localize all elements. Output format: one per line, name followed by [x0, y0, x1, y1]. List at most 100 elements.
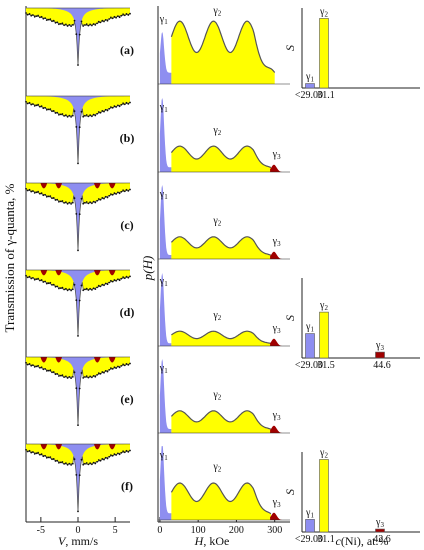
phase-x-tick-label: 31.5 — [317, 360, 335, 371]
mossbauer-red-subspectrum — [55, 270, 63, 276]
mossbauer-data-point — [89, 201, 91, 204]
mossbauer-data-point — [71, 114, 74, 117]
distribution-gamma2-area — [171, 331, 271, 346]
mossbauer-data-point — [26, 13, 29, 16]
phase-x-tick-label: 31.1 — [317, 534, 335, 545]
mossbauer-data-point — [97, 372, 100, 375]
mossbauer-data-point — [51, 197, 53, 200]
mossbauer-data-point — [39, 192, 41, 195]
distribution-gamma1-label: γ1 — [159, 14, 168, 26]
mossbauer-data-point — [49, 18, 52, 21]
mossbauer-data-point — [56, 198, 59, 201]
mossbauer-data-point — [47, 195, 50, 198]
mossbauer-data-point — [78, 126, 81, 129]
mossbauer-data-point — [96, 22, 98, 25]
mossbauer-data-point — [129, 101, 131, 104]
mossbauer-data-point — [71, 376, 74, 378]
mossbauer-blue-subspectrum — [26, 444, 130, 513]
mossbauer-x-tick-label: -5 — [37, 525, 45, 536]
mossbauer-data-point — [125, 188, 128, 191]
mossbauer-data-point — [70, 377, 72, 379]
mossbauer-data-point — [96, 199, 98, 202]
mossbauer-data-point — [61, 113, 64, 115]
mossbauer-data-point — [65, 23, 67, 26]
mossbauer-data-point — [104, 456, 107, 459]
phase-y-axis-label: S — [283, 315, 297, 321]
phase-bar — [319, 18, 329, 89]
phase-bar-label: γ2 — [319, 300, 328, 312]
mossbauer-data-point — [68, 114, 71, 117]
phase-bar — [305, 333, 315, 359]
mossbauer-data-point — [110, 454, 112, 456]
distribution-x-tick-label: 0 — [157, 525, 162, 536]
distribution-gamma3-label: γ3 — [272, 497, 281, 509]
mossbauer-data-point — [108, 369, 111, 371]
mossbauer-blue-subspectrum — [26, 8, 130, 66]
distribution-x-axis-title: H, kOe — [194, 534, 230, 548]
phase-fraction-column: Sγ1 <29.00 γ2 31.1 Sγ1 <29.00 γ2 31.5 γ3 44.6 Sγ1 <… — [283, 6, 420, 545]
mossbauer-data-point — [28, 275, 31, 278]
distribution-gamma1-area — [159, 32, 172, 84]
mossbauer-data-point — [49, 456, 52, 458]
mossbauer-data-point — [58, 375, 60, 377]
mossbauer-data-point — [87, 115, 90, 118]
mossbauer-data-point — [25, 274, 27, 277]
mossbauer-data-point — [91, 115, 93, 118]
mossbauer-data-point — [85, 23, 88, 26]
mossbauer-data-point — [127, 276, 130, 279]
mossbauer-data-point — [35, 278, 38, 280]
mossbauer-data-point — [92, 375, 95, 377]
mossbauer-data-point — [37, 451, 39, 454]
mossbauer-data-point — [68, 201, 71, 204]
mossbauer-data-point — [32, 364, 34, 366]
mossbauer-data-point — [26, 276, 29, 279]
mossbauer-data-point — [96, 460, 98, 463]
mossbauer-data-point — [63, 24, 65, 27]
mossbauer-data-point — [87, 376, 90, 379]
distribution-gamma2-area — [171, 483, 271, 520]
mossbauer-data-point — [104, 108, 107, 111]
mossbauer-data-point — [122, 13, 124, 16]
mossbauer-data-point — [65, 287, 67, 290]
mossbauer-data-point — [25, 187, 27, 190]
mossbauer-data-point — [68, 288, 71, 291]
panel-label: (e) — [120, 392, 133, 406]
mossbauer-data-point — [30, 277, 33, 280]
mossbauer-data-point — [40, 15, 43, 18]
mossbauer-data-point — [51, 284, 53, 286]
mossbauer-data-point — [120, 103, 123, 106]
mossbauer-data-point — [44, 106, 46, 109]
mossbauer-data-point — [75, 213, 78, 215]
panel-label: (b) — [120, 131, 135, 145]
phase-bar — [305, 83, 315, 89]
mossbauer-data-point — [94, 114, 97, 117]
distribution-gamma1-label: γ1 — [159, 363, 168, 375]
mossbauer-data-point — [40, 105, 43, 108]
mossbauer-data-point — [117, 278, 119, 281]
mossbauer-data-point — [99, 21, 102, 24]
mossbauer-data-point — [101, 110, 104, 112]
mossbauer-data-point — [30, 364, 33, 367]
mossbauer-data-point — [87, 463, 90, 466]
mossbauer-data-point — [78, 213, 81, 216]
mossbauer-red-subspectrum — [55, 444, 63, 450]
mossbauer-data-point — [108, 455, 111, 458]
phase-bar-label: γ1 — [305, 507, 314, 519]
mossbauer-data-point — [42, 281, 45, 283]
mossbauer-data-point — [49, 108, 52, 110]
mossbauer-data-point — [103, 458, 105, 461]
mossbauer-red-subspectrum — [40, 357, 48, 363]
mossbauer-x-tick-label: 0 — [76, 525, 81, 536]
mossbauer-data-point — [99, 372, 102, 375]
mossbauer-data-point — [80, 458, 83, 461]
mossbauer-data-point — [26, 189, 29, 192]
mossbauer-data-point — [94, 201, 97, 204]
mossbauer-data-point — [97, 459, 100, 461]
mossbauer-data-point — [84, 201, 86, 204]
distribution-gamma2-label: γ2 — [212, 310, 221, 322]
mossbauer-data-point — [44, 454, 46, 457]
mossbauer-data-point — [35, 191, 38, 194]
mossbauer-data-point — [39, 16, 41, 19]
mossbauer-data-point — [87, 289, 90, 291]
mossbauer-data-point — [91, 289, 93, 291]
